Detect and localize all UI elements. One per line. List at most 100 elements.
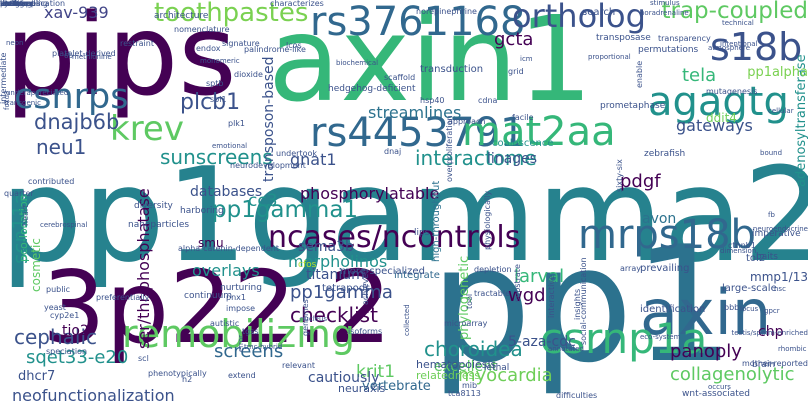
word-approach: approach bbox=[448, 117, 486, 126]
word-interactive: interactive bbox=[547, 275, 556, 318]
word-cyp2e1: cyp2e1 bbox=[50, 311, 80, 320]
word-cautiously: cautiously bbox=[308, 370, 380, 386]
word-methionine: methionine bbox=[72, 53, 112, 61]
word-zebrafish: zebrafish bbox=[644, 149, 686, 159]
word-tmc-hybrid: tmc-hybrid bbox=[244, 343, 283, 351]
word-dnajb6b: dnajb6b bbox=[34, 110, 120, 134]
word-panoply: panoply bbox=[670, 341, 742, 362]
word-difficulties: difficulties bbox=[556, 391, 598, 400]
word-isoforms: isoforms bbox=[348, 327, 383, 336]
word-mutagenesis: mutagenesis bbox=[706, 87, 758, 96]
word-continuum: continuum bbox=[184, 291, 233, 301]
word-integrate: integrate bbox=[394, 270, 440, 281]
word-locus: locus bbox=[740, 305, 759, 313]
word-hedgehog-deficient: hedgehog-deficient bbox=[328, 84, 416, 94]
word-ortholog: ortholog bbox=[512, 0, 646, 35]
word-axin: axin bbox=[640, 276, 772, 349]
word-nanoparticles: nanoparticles bbox=[128, 220, 190, 230]
word-mmp1-13: mmp1/13 bbox=[750, 270, 808, 284]
word-pp1gamma2: pp1gamma2 bbox=[0, 139, 808, 291]
word-prevailing: prevailing bbox=[640, 263, 690, 274]
word-cases: cases bbox=[0, 0, 23, 8]
word-icm: icm bbox=[520, 55, 533, 63]
word-neon: neon bbox=[6, 39, 24, 47]
word-toothpastes: toothpastes bbox=[154, 0, 309, 28]
word-monomeric: monomeric bbox=[200, 57, 240, 65]
word-speciation: speciation bbox=[46, 347, 88, 356]
word-pp1: pp1 bbox=[430, 211, 735, 398]
word-tgss: tgss bbox=[242, 327, 259, 336]
word-phenotypically: phenotypically bbox=[148, 369, 207, 378]
word-5-aza-cdc: 5-aza-cdc bbox=[508, 334, 576, 350]
word-perform: perform bbox=[0, 0, 32, 8]
word-mother-reported: mother-reported bbox=[742, 359, 808, 368]
word-neuraxis: neuraxis bbox=[338, 382, 386, 395]
word-plcb1: plcb1 bbox=[180, 90, 241, 115]
word-databases: databases bbox=[190, 184, 263, 200]
word-baits: baits bbox=[756, 252, 778, 262]
word-sema3b: sema3b bbox=[298, 239, 354, 255]
word-relevant: relevant bbox=[282, 361, 316, 370]
word-tractable: tractable bbox=[474, 289, 510, 298]
word-streamlines: streamlines bbox=[368, 103, 462, 122]
word-vertebrate: vertebrate bbox=[362, 379, 431, 394]
word-collagenolytic: collagenolytic bbox=[670, 364, 795, 385]
word-surrounding: surrounding bbox=[0, 0, 48, 8]
word-brain: brain bbox=[752, 360, 776, 370]
word-dnaj: dnaj bbox=[384, 147, 402, 156]
word-nomenclature: nomenclature bbox=[174, 25, 230, 34]
word-sptb: sptb bbox=[206, 79, 224, 88]
word-enable: enable bbox=[635, 60, 644, 88]
word-imperative: imperative bbox=[752, 229, 801, 239]
word-platelet-derived: platelet-derived bbox=[52, 49, 116, 58]
word-phosphorylatable: phosphorylatable bbox=[300, 184, 440, 203]
word-nucleus: nucleus bbox=[300, 315, 328, 323]
word-public: public bbox=[46, 285, 71, 294]
word-lips: lips bbox=[414, 228, 430, 238]
word-transduction: transduction bbox=[420, 64, 484, 75]
word-chp: chp bbox=[758, 324, 784, 340]
word-gcta: gcta bbox=[494, 29, 534, 50]
word-smu: smu bbox=[198, 236, 224, 250]
word-imaging: imaging bbox=[0, 0, 33, 8]
word-scl: scl bbox=[138, 354, 149, 363]
word-excellent: excellent bbox=[434, 359, 498, 375]
word-neurodevelopment: neurodevelopment bbox=[230, 161, 306, 170]
word-identification: identification bbox=[640, 304, 706, 315]
word-testis-sperm-enriched: testis/sperm-enriched bbox=[731, 329, 808, 337]
word-pp1alpha: pp1alpha bbox=[747, 65, 808, 80]
word-collected: collected bbox=[403, 304, 411, 336]
word-hematopoiesis: hematopoiesis bbox=[416, 358, 497, 371]
word-mib: mib bbox=[462, 381, 478, 390]
word-lineage: lineage bbox=[0, 0, 30, 8]
word-stimulus: stimulus bbox=[650, 0, 680, 7]
word-permutations: permutations bbox=[638, 45, 699, 55]
word-rhombic: rhombic bbox=[778, 345, 807, 353]
word-tio2: tio2 bbox=[62, 323, 89, 339]
word-grid: grid bbox=[508, 67, 524, 76]
word-tool: tool bbox=[465, 293, 474, 309]
word-s18b: s18b bbox=[710, 25, 803, 69]
word-proportional: proportional bbox=[588, 53, 631, 61]
word-overlays: overlays bbox=[192, 261, 260, 280]
word-sunscreens: sunscreens bbox=[160, 145, 273, 169]
word-pnx1: pnx1 bbox=[226, 293, 246, 302]
word-choroidea: choroidea bbox=[424, 337, 523, 361]
word-cosmetic: cosmetic bbox=[29, 238, 43, 292]
word-diversity: diversity bbox=[134, 201, 173, 211]
word-search: search bbox=[582, 7, 616, 18]
word-contributed: contributed bbox=[28, 177, 75, 186]
word-cdna: cdna bbox=[478, 96, 498, 105]
word-dhcr7: dhcr7 bbox=[18, 369, 56, 384]
word-ctnnb1: ctnnb1 bbox=[728, 241, 756, 250]
word-physiologically: physiologically bbox=[483, 190, 492, 250]
word-depletion: depletion bbox=[474, 265, 512, 274]
word-annotated: annotated bbox=[548, 345, 584, 353]
word-undertook: undertook bbox=[276, 149, 317, 158]
word-impose: impose bbox=[226, 304, 256, 313]
word-linages: linages bbox=[487, 151, 538, 167]
word-checklist: checklist bbox=[290, 303, 378, 327]
word-emotional: emotional bbox=[212, 142, 248, 150]
word-data-application: data-application bbox=[0, 0, 66, 8]
word-prometaphase: prometaphase bbox=[600, 101, 666, 111]
